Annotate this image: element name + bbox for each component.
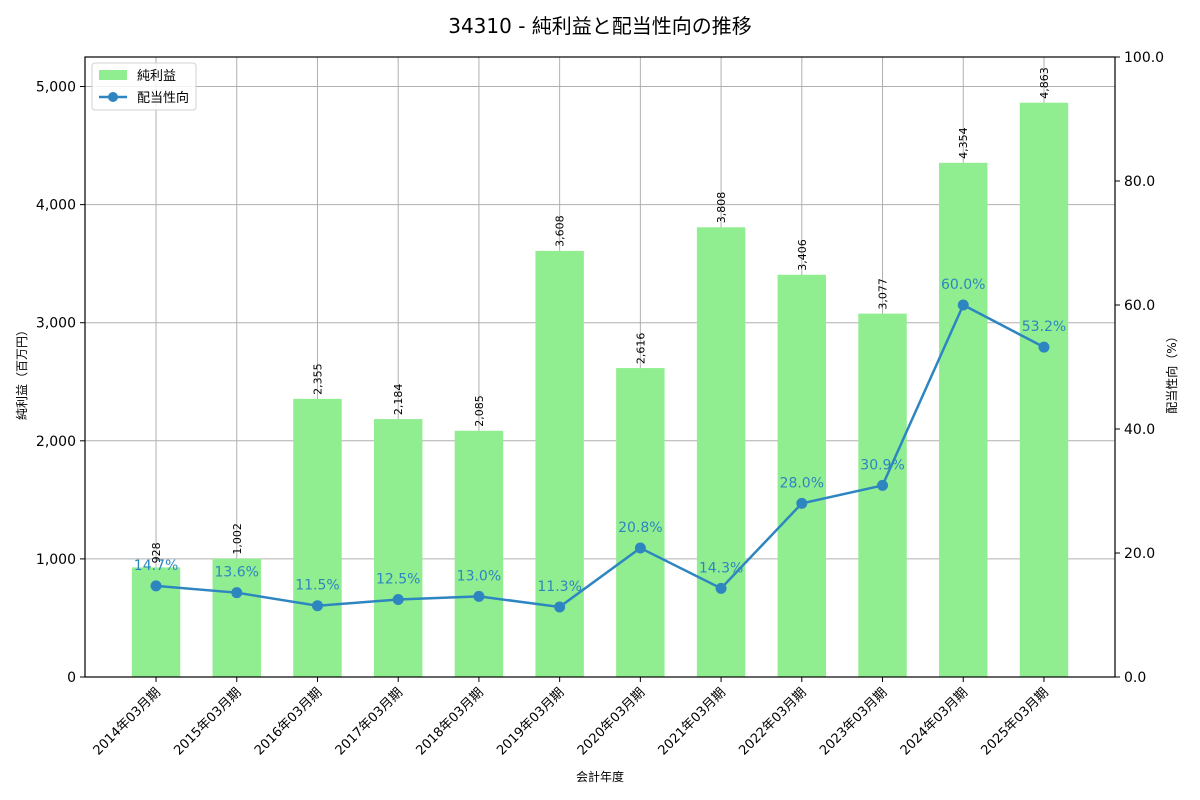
bar	[212, 558, 261, 677]
x-tick-label: 2015年03月期	[171, 685, 244, 758]
line-marker	[311, 600, 323, 612]
x-tick-label: 2016年03月期	[252, 685, 325, 758]
line-value-label: 53.2%	[1022, 319, 1066, 335]
legend-marker-icon	[108, 92, 118, 102]
legend-bar-swatch	[99, 70, 127, 80]
left-y-axis-label: 純利益（百万円）	[15, 324, 29, 420]
line-marker	[796, 497, 808, 509]
y-tick-label: 3,000	[36, 316, 76, 332]
right-y-axis-label: 配当性向（%）	[1164, 330, 1179, 413]
y-tick-label: 5,000	[36, 80, 76, 96]
bar-series	[131, 102, 1069, 677]
line-value-label: 13.0%	[457, 568, 501, 584]
x-axis-label: 会計年度	[576, 769, 624, 784]
x-tick-label: 2021年03月期	[656, 685, 729, 758]
bar-value-label: 2,085	[473, 395, 486, 427]
chart-title: 34310 - 純利益と配当性向の推移	[448, 14, 752, 38]
legend-label-net-income: 純利益	[137, 69, 176, 84]
left-y-axis-ticks: 0 1,000 2,000 3,000 4,000 5,000	[36, 80, 85, 686]
bar	[858, 313, 907, 677]
line-marker	[877, 479, 889, 491]
x-tick-label: 2017年03月期	[333, 685, 406, 758]
y-tick-label: 0	[67, 670, 76, 686]
line-value-label: 60.0%	[941, 277, 985, 293]
line-marker	[150, 580, 162, 592]
x-axis-ticks: 2014年03月期 2015年03月期 2016年03月期 2017年03月期 2018…	[91, 677, 1052, 759]
y2-tick-label: 100.0	[1124, 50, 1164, 66]
line-value-label: 13.6%	[215, 565, 259, 581]
line-value-label: 20.8%	[618, 520, 662, 536]
x-tick-label: 2022年03月期	[736, 685, 809, 758]
line-marker	[554, 601, 566, 613]
bar	[454, 430, 504, 677]
line-value-label: 11.5%	[295, 578, 339, 594]
legend-label-payout-ratio: 配当性向	[137, 90, 189, 106]
y-tick-label: 1,000	[36, 552, 76, 568]
line-series	[150, 299, 1050, 613]
line-marker	[715, 582, 727, 594]
bar-value-label: 2,355	[311, 363, 324, 395]
bar	[1019, 102, 1069, 677]
bar-value-label: 2,184	[392, 384, 405, 416]
y2-tick-label: 40.0	[1124, 422, 1155, 438]
x-tick-label: 2020年03月期	[575, 685, 648, 758]
y-tick-label: 4,000	[36, 198, 76, 214]
bar	[373, 419, 423, 677]
bar-value-labels: 928 1,002 2,355 2,184 2,085 3,608 2,616 3,808 3,…	[150, 67, 1051, 563]
line-value-label: 30.9%	[860, 457, 904, 473]
x-tick-label: 2025年03月期	[979, 685, 1052, 758]
bar	[777, 274, 827, 677]
line-marker	[1038, 341, 1050, 353]
legend: 純利益 配当性向	[91, 62, 197, 111]
bar-value-label: 4,354	[957, 127, 970, 159]
plot-frame	[84, 56, 1116, 678]
bar-value-label: 3,406	[796, 239, 809, 271]
line-value-label: 14.7%	[134, 558, 178, 574]
line-marker	[957, 299, 969, 311]
x-tick-label: 2018年03月期	[413, 685, 486, 758]
x-tick-label: 2023年03月期	[817, 685, 890, 758]
line-marker	[634, 542, 646, 554]
bar-value-label: 4,863	[1038, 67, 1051, 99]
bar-value-label: 3,808	[715, 192, 728, 224]
x-tick-label: 2024年03月期	[898, 685, 971, 758]
right-y-axis-ticks: 0.0 20.0 40.0 60.0 80.0 100.0	[1115, 50, 1164, 686]
line-marker	[231, 587, 243, 599]
y2-tick-label: 80.0	[1124, 174, 1155, 190]
bar	[293, 398, 342, 677]
line-marker	[473, 590, 485, 602]
payout-ratio-line	[155, 303, 1045, 609]
bar-value-label: 2,616	[634, 333, 647, 365]
y-tick-label: 2,000	[36, 434, 76, 450]
bar-value-label: 3,077	[877, 278, 890, 310]
line-value-label: 28.0%	[780, 475, 824, 491]
line-marker	[392, 594, 404, 605]
y2-tick-label: 20.0	[1124, 546, 1155, 562]
bar-value-label: 928	[150, 542, 163, 563]
axes	[84, 56, 1116, 678]
bar-value-label: 3,608	[554, 215, 567, 247]
bar-value-label: 1,002	[231, 523, 244, 555]
x-tick-label: 2019年03月期	[494, 685, 567, 758]
y2-tick-label: 0.0	[1124, 670, 1146, 686]
line-value-labels: 14.7% 13.6% 11.5% 12.5% 13.0% 11.3% 20.8% 14.3%…	[134, 277, 1066, 595]
y2-tick-label: 60.0	[1124, 298, 1155, 314]
x-tick-label: 2014年03月期	[91, 685, 164, 758]
line-value-label: 11.3%	[537, 579, 581, 595]
bar	[535, 250, 584, 677]
bar	[616, 368, 665, 677]
bar	[939, 162, 988, 677]
line-value-label: 12.5%	[376, 572, 420, 588]
bar	[696, 227, 746, 677]
line-value-label: 14.3%	[699, 560, 743, 576]
